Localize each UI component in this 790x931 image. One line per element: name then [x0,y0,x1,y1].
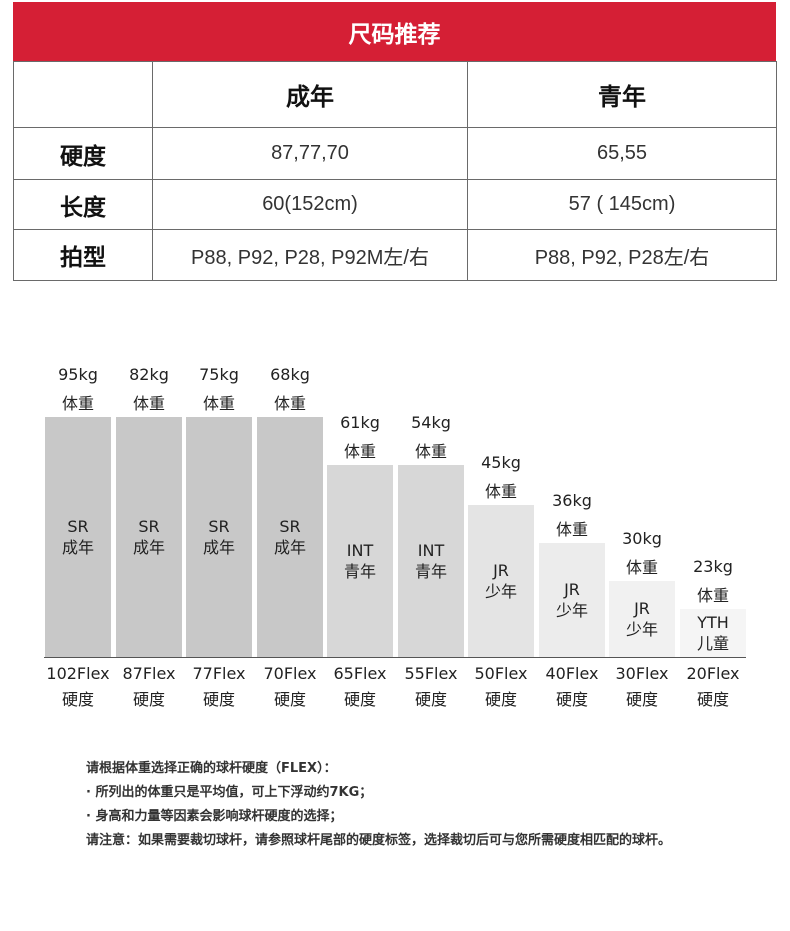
table-row-flex: 硬度 87,77,70 65,55 [13,127,777,180]
level-name: 青年 [343,562,376,581]
level-name: 成年 [273,538,306,557]
flex-column: 45kg 体重 JR 少年 [468,0,534,931]
flex-bar: YTH 儿童 [680,609,746,657]
youth-length-value: 57 ( 145cm) [467,179,777,230]
weight-label: 体重 [132,394,165,413]
flex-column: 95kg 体重 SR 成年 [45,0,111,931]
weight-label: 体重 [484,482,517,501]
size-recommendation-title: 尺码推荐 [13,2,776,62]
weight-label: 体重 [61,394,94,413]
row-label-flex: 硬度 [13,127,153,180]
note-line-3: · 身高和力量等因素会影响球杆硬度的选择； [86,809,343,824]
flex-bar: SR 成年 [116,417,182,657]
weight-value: 95kg [58,365,98,384]
weight-value: 23kg [693,557,733,576]
level-name: 青年 [414,562,447,581]
weight-value: 54kg [411,413,451,432]
flex-column: 54kg 体重 INT 青年 [398,0,464,931]
weight-value: 45kg [481,453,521,472]
weight-label: 体重 [696,586,729,605]
table-row-blade: 拍型 P88, P92, P28, P92M左/右 P88, P92, P28左… [13,229,777,281]
level-code: SR [208,517,230,536]
flex-bar: SR 成年 [257,417,323,657]
flex-bar: INT 青年 [398,465,464,657]
flex-bar: JR 少年 [539,543,605,657]
table-header-empty [13,61,153,128]
weight-value: 75kg [199,365,239,384]
note-line-1: 请根据体重选择正确的球杆硬度（FLEX）： [86,761,337,776]
table-header-youth: 青年 [467,61,777,128]
weight-label: 体重 [555,520,588,539]
weight-label: 体重 [625,558,658,577]
flex-bar: SR 成年 [45,417,111,657]
flex-bar: INT 青年 [327,465,393,657]
level-code: YTH [697,613,729,632]
level-name: 成年 [132,538,165,557]
youth-blade-value: P88, P92, P28左/右 [467,229,777,281]
weight-value: 61kg [340,413,380,432]
row-label-blade: 拍型 [13,229,153,281]
flex-column: 75kg 体重 SR 成年 [186,0,252,931]
level-code: SR [279,517,301,536]
level-name: 少年 [555,601,588,620]
table-row-length: 长度 60(152cm) 57 ( 145cm) [13,179,777,230]
flex-column: 61kg 体重 INT 青年 [327,0,393,931]
level-name: 成年 [61,538,94,557]
adult-length-value: 60(152cm) [152,179,468,230]
weight-label: 体重 [414,442,447,461]
level-code: SR [67,517,89,536]
weight-value: 82kg [129,365,169,384]
level-name: 成年 [202,538,235,557]
level-code: JR [493,561,509,580]
flex-column: 30kg 体重 JR 少年 [609,0,675,931]
size-table: 成年 青年 硬度 87,77,70 65,55 长度 60(152cm) 57 … [13,61,777,281]
level-name: 儿童 [696,634,729,653]
adult-blade-value: P88, P92, P28, P92M左/右 [152,229,468,281]
level-code: INT [346,541,374,560]
level-code: SR [138,517,160,536]
flex-column: 68kg 体重 SR 成年 [257,0,323,931]
level-code: INT [417,541,445,560]
notes-block: 请根据体重选择正确的球杆硬度（FLEX）： · 所列出的体重只是平均值，可上下浮… [86,757,671,853]
weight-value: 36kg [552,491,592,510]
flex-column: 36kg 体重 JR 少年 [539,0,605,931]
flex-bar: JR 少年 [468,505,534,657]
flex-column: 82kg 体重 SR 成年 [116,0,182,931]
note-line-2: · 所列出的体重只是平均值，可上下浮动约7KG； [86,785,373,800]
weight-label: 体重 [343,442,376,461]
flex-column: 23kg 体重 YTH 儿童 [680,0,746,931]
flex-bar: SR 成年 [186,417,252,657]
note-line-4: 请注意：如果需要裁切球杆，请参照球杆尾部的硬度标签，选择裁切后可与您所需硬度相匹… [86,833,672,848]
level-code: JR [564,580,580,599]
weight-value: 30kg [622,529,662,548]
adult-flex-value: 87,77,70 [152,127,468,180]
level-name: 少年 [625,620,658,639]
flex-bar: JR 少年 [609,581,675,657]
weight-value: 68kg [270,365,310,384]
weight-label: 体重 [273,394,306,413]
level-name: 少年 [484,582,517,601]
level-code: JR [634,599,650,618]
weight-label: 体重 [202,394,235,413]
